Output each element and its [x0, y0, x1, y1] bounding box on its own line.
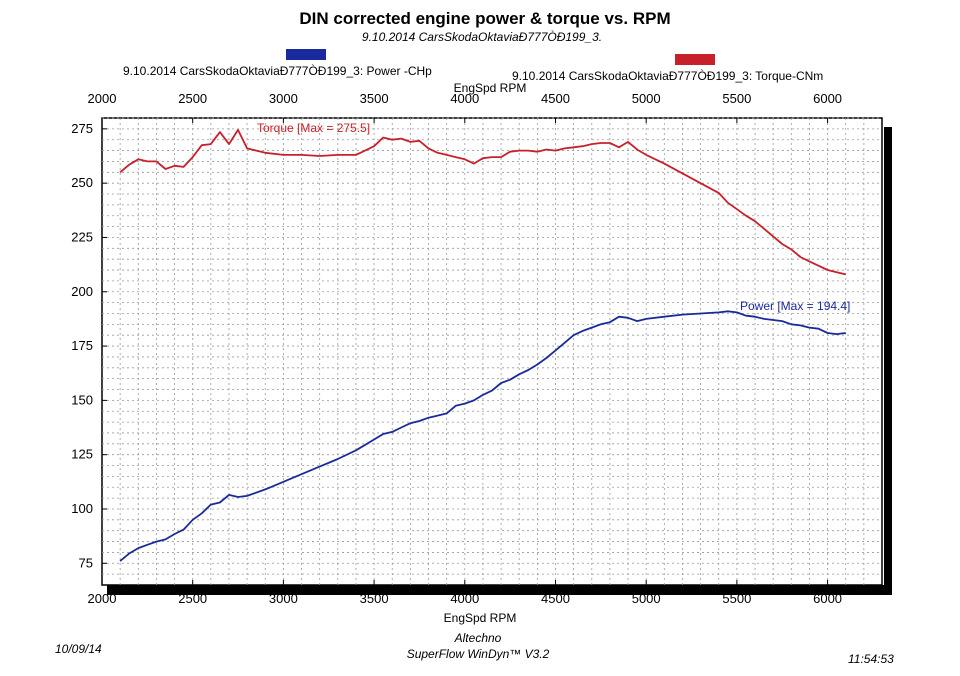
y-tick-label: 250 [71, 175, 93, 190]
footer-company: Altechno [454, 631, 502, 645]
x-tick-label-bottom: 3000 [269, 591, 298, 606]
x-tick-label-top: 4500 [541, 91, 570, 106]
x-tick-label-bottom: 4500 [541, 591, 570, 606]
x-axis-label-top: EngSpd RPM [454, 81, 527, 95]
power-max-annotation: Power [Max = 194.4] [740, 299, 850, 313]
grid-lines [102, 117, 882, 585]
top-axis-ticks: 2000 2500 3000 3500 4000 4500 5000 5500 6000 [88, 91, 842, 123]
x-tick-label-top: 4000 [450, 91, 479, 106]
x-tick-label-bottom: 3500 [360, 591, 389, 606]
x-tick-label-top: 3000 [269, 91, 298, 106]
bottom-axis-ticks: 2000 2500 3000 3500 4000 4500 5000 5500 6000 [88, 580, 842, 606]
x-tick-label-bottom: 4000 [450, 591, 479, 606]
x-tick-label-bottom: 5000 [632, 591, 661, 606]
legend-torque-label: 9.10.2014 CarsSkodaOktaviaÐ777ÒÐ199_3: T… [512, 68, 823, 83]
y-tick-label: 200 [71, 284, 93, 299]
power-series-line [119, 310, 846, 562]
x-tick-label-top: 2000 [88, 91, 117, 106]
chart-subtitle: 9.10.2014 CarsSkodaOktaviaÐ777ÒÐ199_3. [362, 29, 602, 44]
footer-software: SuperFlow WinDyn™ V3.2 [407, 647, 550, 661]
y-tick-label: 225 [71, 229, 93, 244]
legend-power-swatch [286, 49, 326, 60]
torque-series-line [119, 128, 846, 276]
y-tick-label: 175 [71, 338, 93, 353]
y-tick-label: 275 [71, 121, 93, 136]
y-axis-ticks: 75 100 125 150 175 200 225 250 275 [71, 121, 107, 570]
series-lines [119, 128, 846, 562]
legend-power-label: 9.10.2014 CarsSkodaOktaviaÐ777ÒÐ199_3: P… [123, 63, 432, 78]
y-tick-label: 125 [71, 447, 93, 462]
x-tick-label-top: 2500 [178, 91, 207, 106]
x-tick-label-top: 5000 [632, 91, 661, 106]
x-tick-label-bottom: 2500 [178, 591, 207, 606]
y-tick-label: 100 [71, 501, 93, 516]
footer-time: 11:54:53 [848, 652, 894, 666]
y-tick-label: 75 [79, 555, 93, 570]
plot-shadow-bottom [107, 585, 892, 595]
x-tick-label-top: 5500 [722, 91, 751, 106]
x-tick-label-bottom: 2000 [88, 591, 117, 606]
footer-date: 10/09/14 [55, 642, 102, 656]
x-tick-label-bottom: 6000 [813, 591, 842, 606]
plot-shadow [884, 127, 892, 595]
x-tick-label-top: 3500 [360, 91, 389, 106]
chart-title: DIN corrected engine power & torque vs. … [299, 9, 670, 28]
plot-area [101, 117, 883, 586]
legend-torque-swatch [675, 54, 715, 65]
x-tick-label-bottom: 5500 [722, 591, 751, 606]
y-tick-label: 150 [71, 392, 93, 407]
x-axis-label: EngSpd RPM [444, 611, 517, 625]
x-tick-label-top: 6000 [813, 91, 842, 106]
torque-max-annotation: Torque [Max = 275.5] [257, 121, 370, 135]
